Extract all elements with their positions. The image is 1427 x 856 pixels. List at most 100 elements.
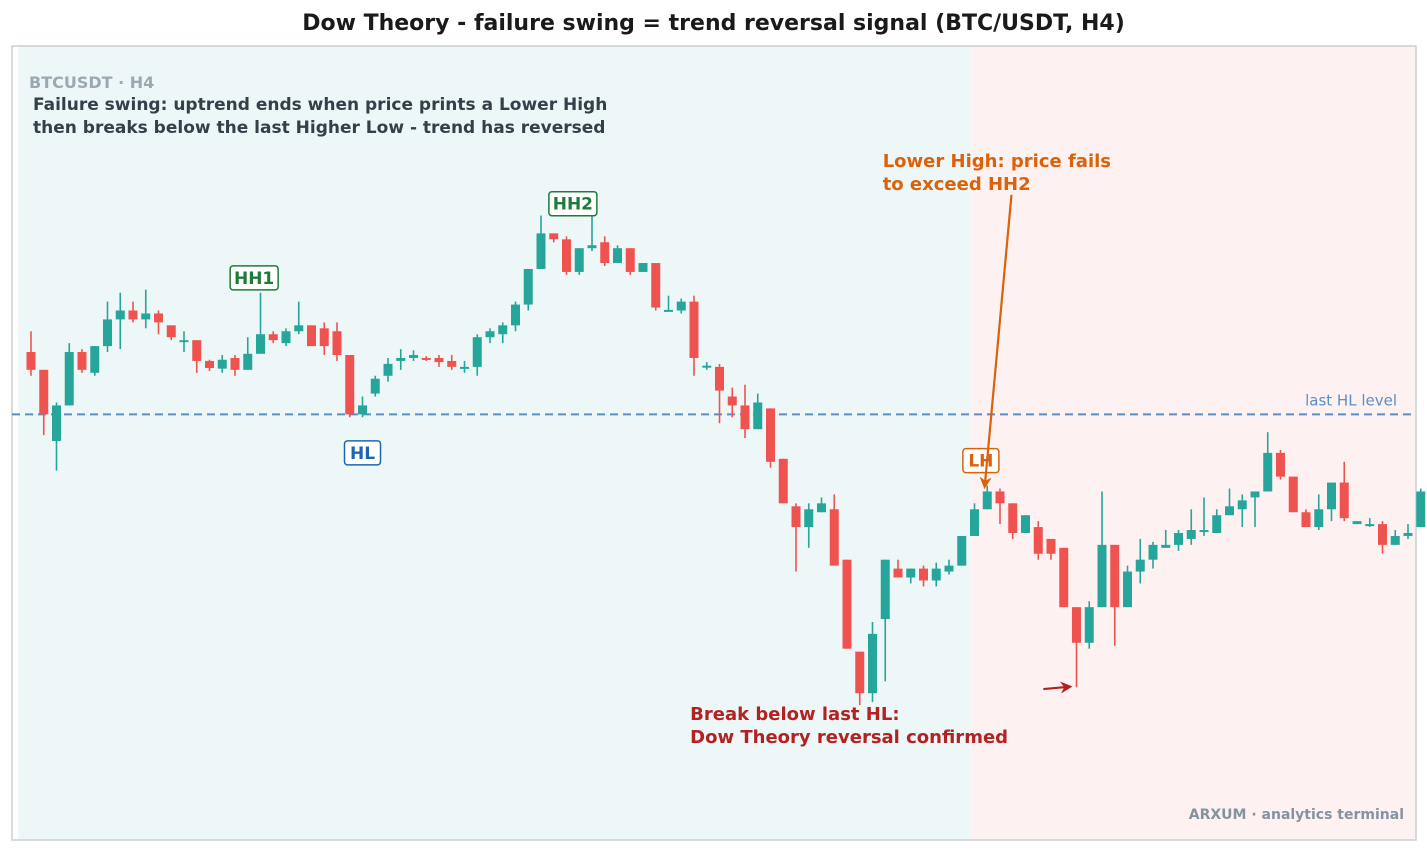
- candle-body: [205, 360, 214, 369]
- candle-body: [1237, 500, 1247, 510]
- uptrend-zone: [18, 46, 971, 840]
- candle-body: [370, 378, 380, 394]
- candle: [625, 248, 635, 275]
- candle-body: [549, 233, 559, 240]
- candle-body: [409, 355, 418, 358]
- annotation-text-line: Break below last HL:: [690, 704, 899, 725]
- candle-body: [1174, 533, 1183, 545]
- candle: [1123, 565, 1132, 608]
- candle: [90, 346, 100, 376]
- candle: [613, 245, 622, 264]
- candle: [1174, 530, 1183, 551]
- label-text: HH1: [234, 269, 274, 289]
- candle: [1161, 530, 1171, 548]
- candle: [1059, 547, 1069, 608]
- candle: [1097, 491, 1107, 608]
- candle-body: [52, 405, 61, 442]
- candle: [982, 485, 992, 510]
- candle: [766, 408, 775, 468]
- candle-body: [536, 233, 546, 269]
- candle: [128, 301, 138, 323]
- candle-body: [740, 405, 750, 430]
- candle-body: [995, 491, 1005, 504]
- candle: [1186, 509, 1196, 545]
- candle-body: [1199, 530, 1209, 533]
- chart-title: Dow Theory - failure swing = trend rever…: [302, 11, 1125, 36]
- chart-watermark: ARXUM · analytics terminal: [1189, 807, 1404, 823]
- label-text: HL: [350, 444, 375, 464]
- candle: [600, 236, 610, 266]
- annotation-arrow: [979, 194, 1013, 490]
- candle-body: [192, 340, 202, 361]
- chart-subtitle: BTCUSDT · H4: [29, 73, 154, 92]
- candle: [893, 559, 903, 578]
- candle-body: [600, 242, 610, 264]
- candle: [472, 334, 482, 376]
- candle: [753, 393, 763, 430]
- candle: [1276, 449, 1285, 480]
- label-box: [962, 447, 1000, 474]
- candle: [1250, 491, 1260, 528]
- candle-body: [1276, 452, 1285, 477]
- candle: [103, 301, 112, 353]
- candle-body: [1339, 482, 1349, 519]
- candle: [39, 369, 49, 436]
- candle: [511, 301, 520, 332]
- candle-body: [868, 633, 877, 694]
- annotation-text-line: Dow Theory reversal confirmed: [690, 727, 1008, 748]
- candle: [842, 559, 852, 649]
- candle: [702, 362, 712, 370]
- candle: [715, 363, 724, 424]
- candle-body: [498, 325, 508, 335]
- candle: [217, 355, 227, 373]
- candle: [689, 295, 699, 376]
- label-hh2: HH2: [548, 190, 598, 217]
- candle-body: [1416, 491, 1426, 528]
- candle: [268, 331, 278, 344]
- candle: [115, 292, 125, 350]
- candle: [1288, 476, 1298, 513]
- candle-body: [664, 309, 673, 312]
- candle-body: [243, 353, 253, 370]
- candle-body: [1390, 535, 1400, 545]
- candle: [523, 268, 533, 311]
- candle-body: [1072, 607, 1081, 643]
- candle: [332, 322, 342, 361]
- candle-body: [383, 363, 393, 376]
- candle: [294, 301, 304, 335]
- candle-body: [434, 357, 444, 363]
- candle-body: [345, 355, 355, 415]
- last-hl-level-line: last HL level: [12, 391, 1416, 416]
- candle: [957, 535, 967, 566]
- candle: [931, 562, 941, 587]
- candle: [447, 355, 457, 370]
- candle-body: [230, 357, 240, 370]
- candle-body: [1110, 544, 1120, 608]
- candle-body: [332, 331, 342, 355]
- candle-body: [281, 331, 291, 344]
- label-hh1: HH1: [229, 265, 279, 291]
- candle-body: [1148, 544, 1158, 560]
- candle-body: [842, 559, 852, 649]
- candle-body: [919, 568, 928, 581]
- candle-body: [689, 301, 699, 358]
- candle: [1301, 509, 1311, 528]
- candle-body: [358, 405, 367, 415]
- candle: [919, 565, 928, 587]
- candle: [192, 340, 202, 373]
- candle: [409, 350, 418, 361]
- candle: [370, 375, 380, 397]
- candle: [1021, 515, 1030, 533]
- candle-body: [1403, 533, 1413, 536]
- candle-body: [715, 366, 724, 391]
- candle: [995, 488, 1005, 525]
- candle: [64, 343, 74, 406]
- candle-body: [931, 568, 941, 581]
- candle-body: [179, 340, 189, 343]
- candle-body: [1021, 515, 1030, 533]
- candle: [906, 568, 916, 584]
- candle: [1084, 601, 1094, 649]
- candle-body: [625, 248, 635, 272]
- candle-body: [396, 357, 406, 361]
